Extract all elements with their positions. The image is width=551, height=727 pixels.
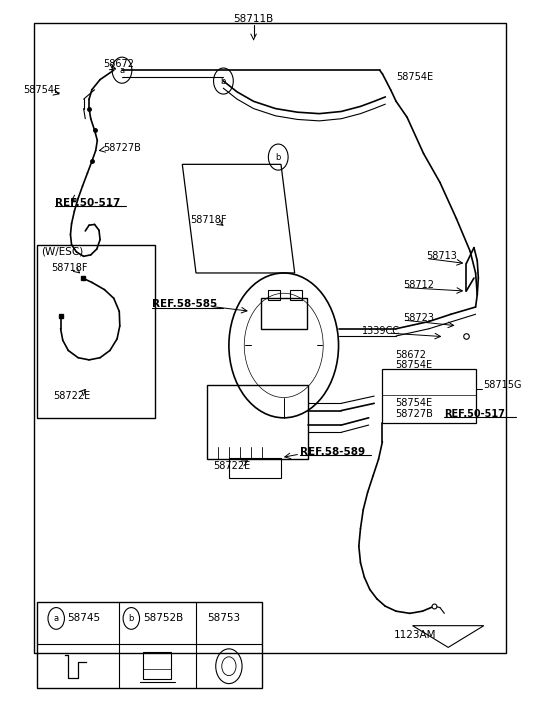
Bar	[229, 458, 281, 478]
Text: 58722E: 58722E	[214, 462, 251, 471]
Bar	[261, 297, 307, 329]
Bar	[143, 651, 171, 679]
Text: 58713: 58713	[426, 252, 457, 261]
Text: 58723: 58723	[403, 313, 434, 323]
Text: 58711B: 58711B	[234, 15, 274, 25]
Text: (W/ESC): (W/ESC)	[41, 246, 83, 256]
Bar	[37, 246, 155, 418]
Text: 58718F: 58718F	[191, 215, 227, 225]
Text: 58712: 58712	[403, 281, 434, 290]
Text: 58672: 58672	[395, 350, 426, 360]
Text: 58754E: 58754E	[395, 360, 432, 370]
Text: REF.58-589: REF.58-589	[300, 447, 365, 457]
Text: REF.58-585: REF.58-585	[152, 299, 218, 309]
Text: 58727B: 58727B	[395, 409, 433, 419]
Text: 58754E: 58754E	[395, 398, 432, 409]
Text: 58727B: 58727B	[103, 143, 141, 153]
Text: REF.50-517: REF.50-517	[444, 409, 505, 419]
Text: 58754E: 58754E	[23, 86, 61, 95]
Text: 58715G: 58715G	[483, 380, 521, 390]
Bar	[37, 603, 262, 688]
Text: a: a	[120, 65, 125, 75]
Text: b: b	[221, 76, 226, 86]
Text: 58718F: 58718F	[51, 263, 87, 273]
Bar	[268, 289, 280, 300]
Text: b: b	[276, 153, 281, 161]
Text: 58753: 58753	[207, 614, 240, 624]
Text: 58722E: 58722E	[53, 391, 91, 401]
Text: 58752B: 58752B	[143, 614, 183, 624]
Bar	[34, 23, 506, 653]
Text: 58745: 58745	[67, 614, 100, 624]
Text: 1123AM: 1123AM	[394, 630, 436, 640]
Text: REF.50-517: REF.50-517	[55, 198, 121, 208]
Text: 58672: 58672	[103, 60, 134, 69]
Bar	[290, 289, 302, 300]
Text: b: b	[128, 614, 134, 623]
Text: a: a	[53, 614, 59, 623]
Text: 1339CC: 1339CC	[362, 326, 400, 336]
Text: 58754E: 58754E	[396, 73, 433, 82]
Bar	[207, 385, 309, 459]
Bar	[382, 369, 476, 423]
